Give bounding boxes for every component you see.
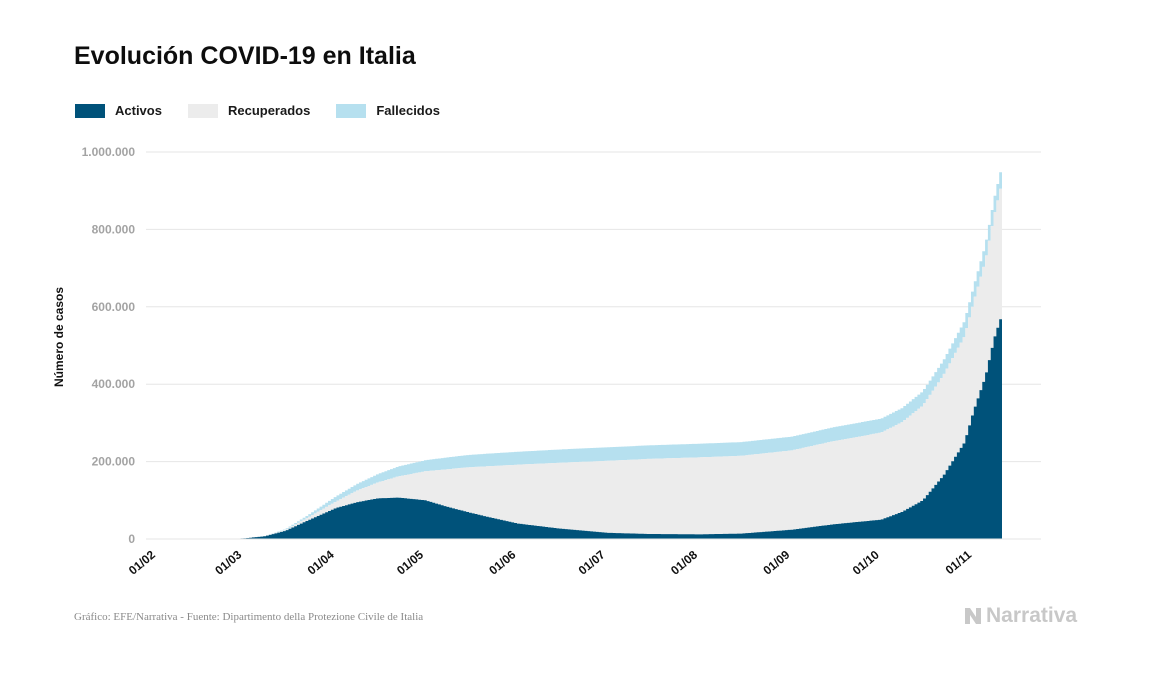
chart-legend: Activos Recuperados Fallecidos [75,103,466,118]
x-tick-label-5: 01/07 [576,547,608,577]
area-series [156,172,1002,539]
x-tick-label-4: 01/06 [486,547,518,577]
brand-logo: Narrativa [963,604,1077,628]
y-tick-label-4: 800.000 [92,222,136,236]
y-tick-label-2: 400.000 [92,377,136,391]
legend-swatch-fallecidos [336,103,367,118]
x-tick-label-2: 01/04 [305,547,337,577]
x-tick-label-7: 01/09 [760,547,792,577]
y-tick-label-1: 200.000 [92,455,136,469]
narrativa-logo-icon [965,608,981,624]
y-tick-label-3: 600.000 [92,300,136,314]
x-tick-label-0: 01/02 [126,547,158,577]
y-tick-label-5: 1.000.000 [82,145,136,159]
area-series-activos [156,319,1002,539]
brand-name: Narrativa [986,604,1078,627]
legend-item-activos: Activos [75,103,162,118]
source-note: Gráfico: EFE/Narrativa - Fuente: Diparti… [74,611,424,623]
legend-item-recuperados: Recuperados [187,103,311,118]
legend-label-fallecidos: Fallecidos [376,103,440,118]
x-tick-label-3: 01/05 [394,547,426,577]
y-tick-label-0: 0 [128,532,135,546]
legend-swatch-activos [75,103,105,118]
area-series-recuperados [156,188,1002,539]
x-tick-label-6: 01/08 [668,547,700,577]
chart-title: Evolución COVID-19 en Italia [74,42,416,70]
legend-swatch-recuperados [187,103,218,118]
x-tick-label-1: 01/03 [212,547,244,577]
legend-item-fallecidos: Fallecidos [336,103,440,118]
x-tick-label-8: 01/10 [850,547,882,577]
legend-label-activos: Activos [115,103,162,118]
x-tick-label-9: 01/11 [943,547,975,577]
area-series-fallecidos [156,172,1002,539]
legend-label-recuperados: Recuperados [227,103,311,118]
y-axis-label: Número de casos [52,287,66,387]
